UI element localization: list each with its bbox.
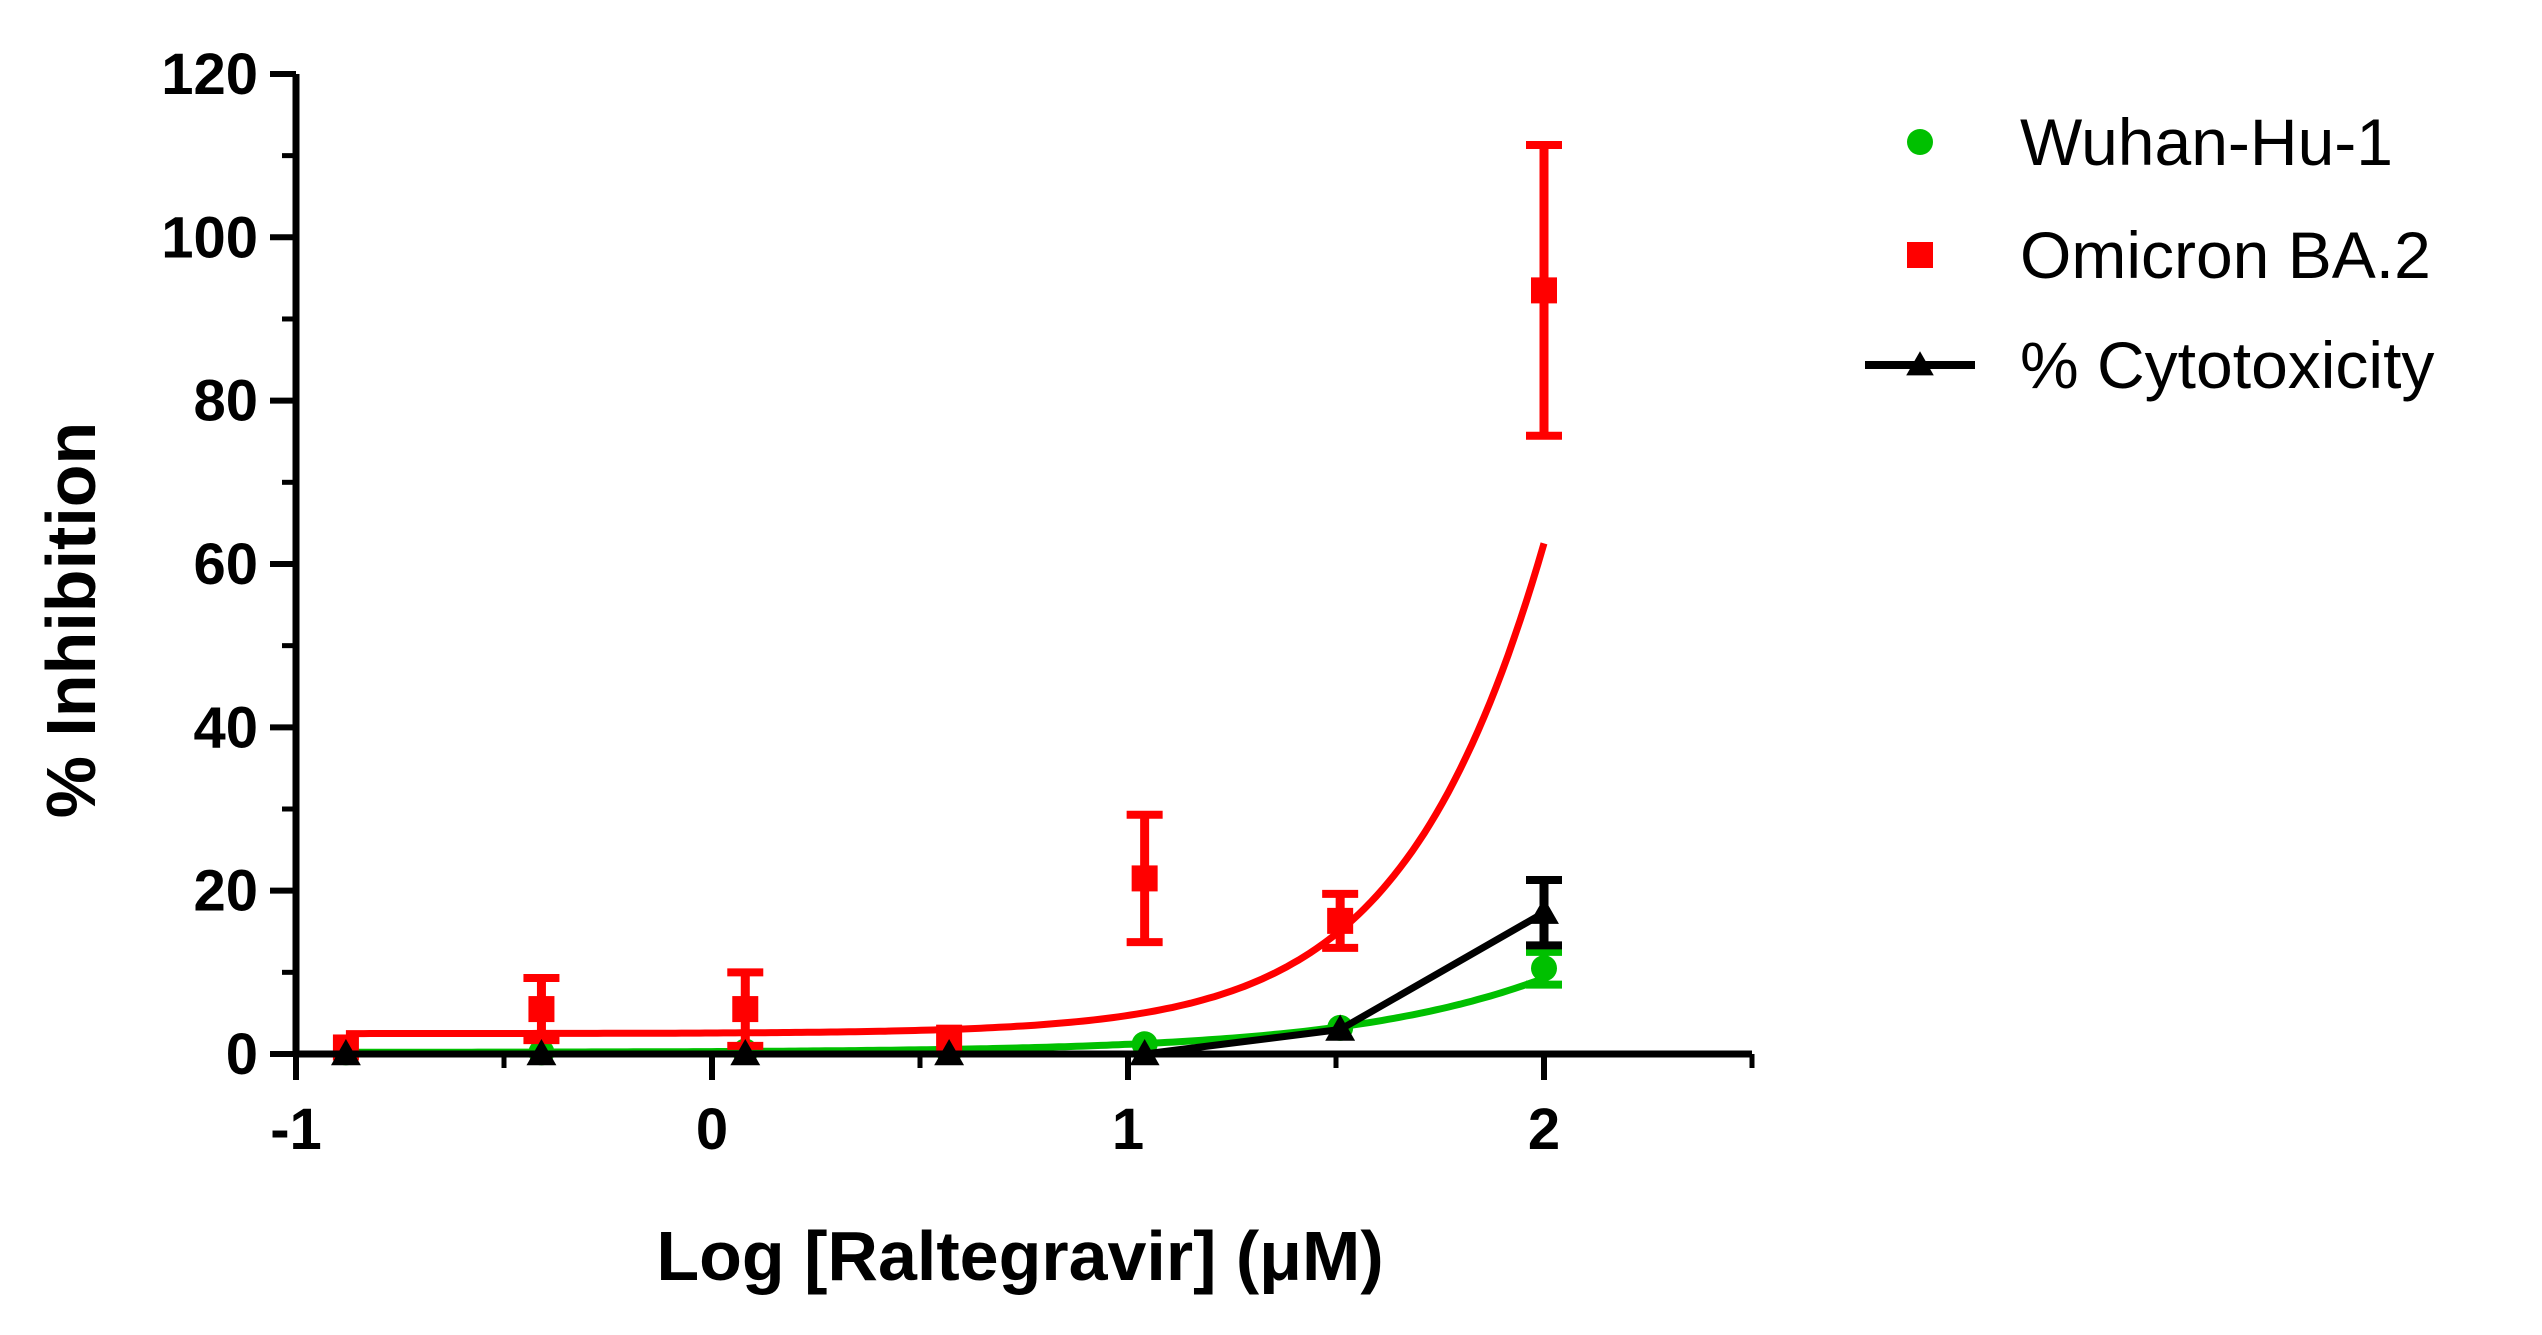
data-point: [1325, 1014, 1356, 1041]
data-point: [1327, 907, 1354, 934]
data-point: [732, 996, 759, 1023]
legend: Wuhan-Hu-1 Omicron BA.2 % Cytotoxicity: [1865, 105, 2434, 402]
x-axis: -1 0 1 2: [270, 1050, 1755, 1162]
x-tick-label: -1: [270, 1097, 322, 1162]
y-axis: 0 20 40 60 80 100 120: [161, 42, 300, 1087]
x-tick-label: 1: [1112, 1097, 1144, 1162]
legend-label: Wuhan-Hu-1: [2020, 105, 2393, 179]
legend-item: Wuhan-Hu-1: [1907, 105, 2393, 179]
y-tick-label: 100: [161, 205, 258, 270]
y-tick-label: 60: [193, 532, 258, 597]
x-tick-label: 0: [696, 1097, 728, 1162]
fit-curve: [345, 542, 1548, 1038]
data-point: [1131, 865, 1158, 892]
data-point: [528, 996, 555, 1023]
y-tick-label: 40: [193, 695, 258, 760]
x-axis-title: Log [Raltegravir] (μM): [656, 1217, 1383, 1295]
legend-marker: [1907, 129, 1933, 155]
legend-item: Omicron BA.2: [1907, 218, 2431, 292]
series-omicron-ba-2: [332, 141, 1562, 1061]
legend-marker: [1906, 351, 1934, 376]
x-tick-label: 2: [1528, 1097, 1560, 1162]
legend-label: Omicron BA.2: [2020, 218, 2431, 292]
y-tick-label: 120: [161, 42, 258, 107]
legend-label: % Cytotoxicity: [2020, 328, 2434, 402]
plot-area: [330, 141, 1562, 1066]
y-tick-label: 80: [193, 369, 258, 434]
data-point: [1529, 897, 1559, 924]
data-point: [1531, 955, 1557, 982]
data-point: [1531, 277, 1557, 304]
legend-marker: [1907, 242, 1933, 268]
y-tick-label: 0: [226, 1022, 258, 1087]
y-axis-title: % Inhibition: [32, 422, 110, 819]
y-tick-label: 20: [193, 859, 258, 924]
legend-item: % Cytotoxicity: [1865, 328, 2434, 402]
